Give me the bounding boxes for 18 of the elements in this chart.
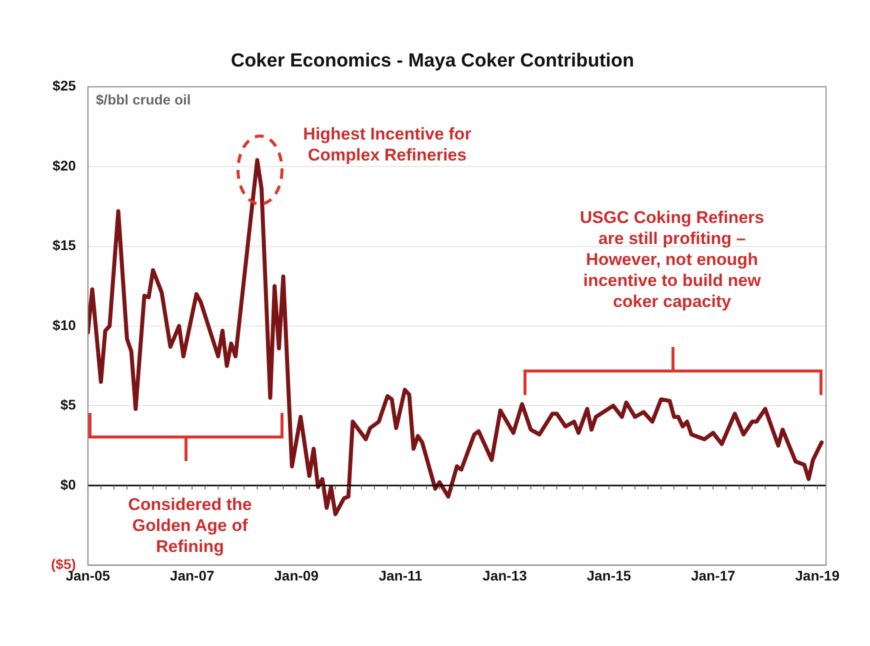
annotation: Highest Incentive for Complex Refineries [303,124,472,164]
x-tick-label: Jan-11 [378,567,423,584]
annotation: Considered the Golden Age of Refining [128,495,252,556]
chart-title: Coker Economics - Maya Coker Contribution [230,50,634,72]
y-tick-label: $20 [52,157,76,174]
x-tick-label: Jan-13 [482,567,528,584]
y-tick-label: $5 [60,396,76,413]
x-tick-label: Jan-07 [170,567,214,584]
annotation: USGC Coking Refiners are still profiting – However, not enough incentive to build new coker capacity [580,208,764,312]
y-tick-label: $0 [60,476,76,492]
x-tick-label: Jan-15 [586,567,632,584]
y-tick-label: $10 [52,316,76,333]
y-tick-label: $15 [52,237,76,254]
x-tick-label: Jan-19 [795,567,840,584]
y-axis-title: $/bbl crude oil [96,92,191,108]
x-tick-label: Jan-09 [274,567,319,584]
x-tick-label: Jan-17 [690,567,736,584]
y-tick-label: $25 [52,78,76,94]
